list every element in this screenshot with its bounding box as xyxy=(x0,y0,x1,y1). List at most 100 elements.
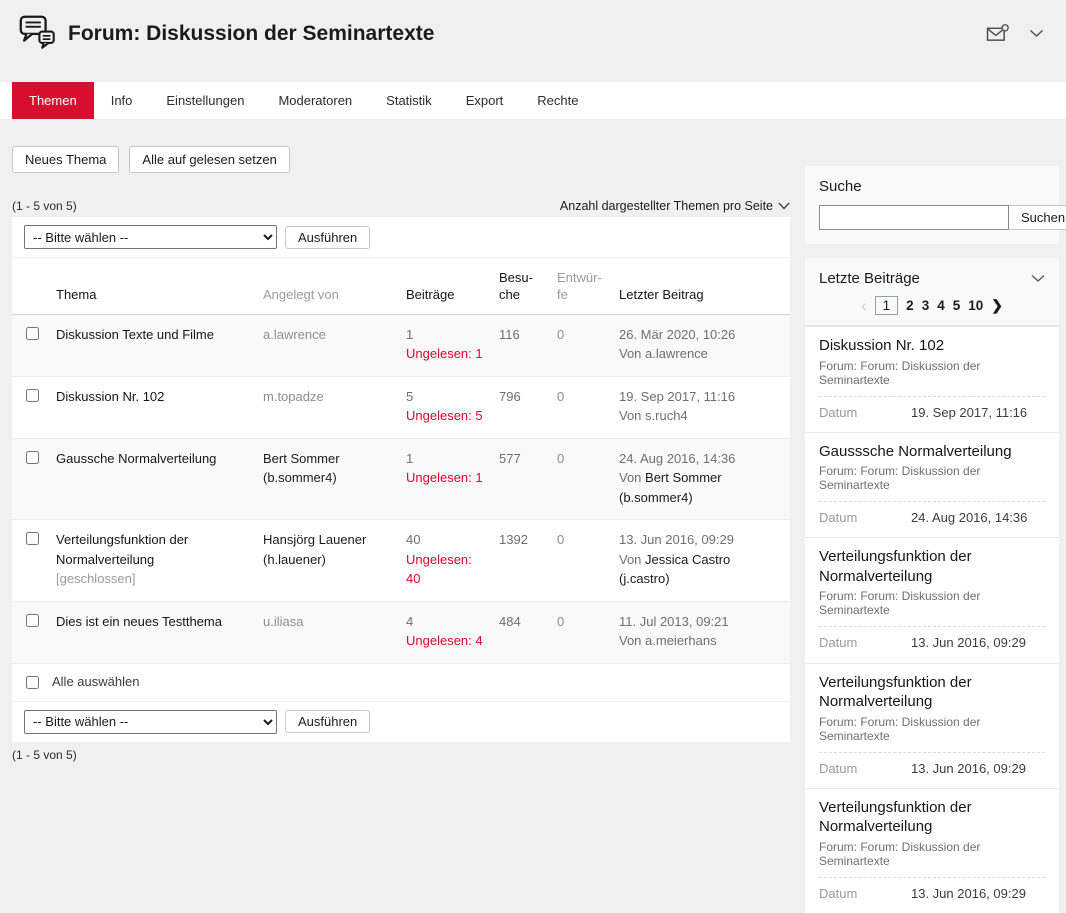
page-title: Forum: Diskussion der Seminartexte xyxy=(68,21,435,45)
latest-post-title-link[interactable]: Verteilungsfunktion der Normalverteilung xyxy=(819,798,972,836)
tab-info[interactable]: Info xyxy=(110,93,133,108)
latest-post-title-link[interactable]: Verteilungsfunktion der Normalverteilung xyxy=(819,548,972,585)
row-checkbox[interactable] xyxy=(26,326,39,340)
row-checkbox[interactable] xyxy=(26,388,39,402)
last-post-date: 19. Sep 2017, 11:16 xyxy=(619,388,736,404)
topic-link[interactable]: Diskussion Nr. 102 xyxy=(56,388,165,404)
tab-themen[interactable]: Themen xyxy=(12,82,94,119)
pagination-page-5[interactable]: 5 xyxy=(952,298,961,313)
pagination-next-icon[interactable]: ❯ xyxy=(991,297,1003,313)
pagination-page-2[interactable]: 2 xyxy=(906,298,914,313)
pagination-page-1[interactable]: 1 xyxy=(874,296,899,315)
topics-table-panel: -- Bitte wählen -- Ausführen Thema Angel… xyxy=(12,217,790,742)
table-row: Dies ist ein neues Testthema u.iliasa 4 … xyxy=(12,601,790,664)
drafts-count: 0 xyxy=(549,438,611,521)
topic-author: u.iliasa xyxy=(255,601,398,664)
latest-posts-pagination: ‹ 1 2 3 4 5 10 ❯ xyxy=(805,291,1059,326)
latest-post-forum: Forum: Forum: Diskussion der Seminartext… xyxy=(819,589,981,618)
author-profile-link[interactable]: Hansjörg Lauener (h.lauener) xyxy=(263,532,367,567)
list-meta-row: (1 - 5 von 5) Anzahl dargestellter Theme… xyxy=(12,199,790,213)
latest-post-forum: Forum: Forum: Diskussion der Seminartext… xyxy=(819,714,981,743)
search-input[interactable] xyxy=(819,205,1009,230)
column-letzter-beitrag[interactable]: Letzter Beitrag xyxy=(611,258,790,315)
topic-status-tag: [geschlossen] xyxy=(56,571,136,587)
latest-post-item: Diskussion Nr. 102 Forum: Forum: Diskuss… xyxy=(805,326,1059,432)
latest-post-date: 13. Jun 2016, 09:29 xyxy=(911,635,1026,651)
last-post-author-link[interactable]: Bert Sommer (b.sommer4) xyxy=(619,470,722,505)
table-row: Diskussion Texte und Filme a.lawrence 1 … xyxy=(12,314,790,377)
mark-all-read-button[interactable]: Alle auf gelesen setzen xyxy=(129,146,290,173)
search-button[interactable]: Suchen xyxy=(1009,205,1066,230)
author-profile-link[interactable]: Bert Sommer (b.sommer4) xyxy=(263,450,340,486)
latest-post-forum: Forum: Forum: Diskussion der Seminartext… xyxy=(819,839,981,868)
topic-link[interactable]: Diskussion Texte und Filme xyxy=(56,326,214,342)
latest-post-title-link[interactable]: Verteilungsfunktion der Normalverteilung xyxy=(819,673,972,711)
pagination-page-10[interactable]: 10 xyxy=(968,298,984,313)
right-sidebar: Suche Suchen Letzte Beiträge ‹ 1 2 3 4 5… xyxy=(805,166,1066,913)
topic-toolbar: Neues Thema Alle auf gelesen setzen xyxy=(12,146,790,173)
latest-post-title-link[interactable]: Gausssche Normalverteilung xyxy=(819,442,1012,460)
per-page-label: Anzahl dargestellter Themen pro Seite xyxy=(559,199,773,213)
date-label: Datum xyxy=(819,760,858,776)
row-checkbox[interactable] xyxy=(26,532,39,546)
new-topic-button[interactable]: Neues Thema xyxy=(12,146,120,173)
execute-button-top[interactable]: Ausführen xyxy=(285,225,371,249)
date-label: Datum xyxy=(819,510,858,526)
last-post-author-link[interactable]: Jessica Castro (j.castro) xyxy=(619,551,731,587)
drafts-count: 0 xyxy=(549,519,611,602)
latest-post-item: Verteilungsfunktion der Normalverteilung… xyxy=(805,662,1059,788)
tab-statistik[interactable]: Statistik xyxy=(386,93,432,108)
collapse-chevron-icon[interactable] xyxy=(1031,274,1045,283)
bulk-action-toolbar-top: -- Bitte wählen -- Ausführen xyxy=(12,217,790,258)
table-row: Gaussche Normalverteilung Bert Sommer (b… xyxy=(12,438,790,521)
column-beitraege[interactable]: Beiträge xyxy=(398,258,491,315)
header-dropdown-chevron-icon[interactable] xyxy=(1027,27,1046,40)
posts-count: 1 xyxy=(406,450,414,466)
unread-count-link[interactable]: Ungelesen: 1 xyxy=(406,346,483,362)
visits-count: 796 xyxy=(491,376,549,439)
unread-count-link[interactable]: Ungelesen: 40 xyxy=(406,551,472,587)
tab-export[interactable]: Export xyxy=(465,93,504,108)
pagination-page-4[interactable]: 4 xyxy=(937,298,945,313)
table-row: Verteilungsfunktion der Normalverteilung… xyxy=(12,519,790,602)
posts-count: 4 xyxy=(406,613,414,629)
execute-button-bottom[interactable]: Ausführen xyxy=(285,710,371,734)
per-page-dropdown[interactable]: Anzahl dargestellter Themen pro Seite xyxy=(560,199,790,213)
last-post-date: 24. Aug 2016, 14:36 xyxy=(619,450,736,466)
select-all-row: Alle auswählen xyxy=(12,664,790,701)
search-panel: Suche Suchen xyxy=(805,166,1066,244)
unread-count-link[interactable]: Ungelesen: 4 xyxy=(406,633,483,649)
topic-link[interactable]: Dies ist ein neues Testthema xyxy=(56,613,222,629)
unread-count-link[interactable]: Ungelesen: 1 xyxy=(406,470,483,486)
tab-einstellungen[interactable]: Einstellungen xyxy=(166,93,245,108)
latest-post-title-link[interactable]: Diskussion Nr. 102 xyxy=(819,337,945,354)
tab-rechte[interactable]: Rechte xyxy=(537,93,579,108)
column-besuche[interactable]: Besu- che xyxy=(491,258,549,315)
latest-post-date: 13. Jun 2016, 09:29 xyxy=(911,760,1026,776)
latest-posts-title: Letzte Beiträge xyxy=(819,270,920,287)
row-checkbox[interactable] xyxy=(26,613,39,627)
topic-link[interactable]: Verteilungsfunktion der Normalverteilung xyxy=(56,532,189,567)
bulk-action-select-top[interactable]: -- Bitte wählen -- xyxy=(24,225,277,249)
unread-count-link[interactable]: Ungelesen: 5 xyxy=(406,408,483,424)
pagination-page-3[interactable]: 3 xyxy=(921,298,930,313)
topics-table: Thema Angelegt von Beiträge Besu- che En… xyxy=(12,258,790,664)
last-post-author: s.ruch4 xyxy=(645,408,688,424)
mail-notification-icon[interactable] xyxy=(984,22,1011,45)
bulk-action-select-bottom[interactable]: -- Bitte wählen -- xyxy=(24,709,277,734)
last-post-author: a.lawrence xyxy=(645,346,708,362)
latest-post-forum: Forum: Forum: Diskussion der Seminartext… xyxy=(819,358,981,387)
header-actions xyxy=(984,22,1046,45)
table-row: Diskussion Nr. 102 m.topadze 5 Ungelesen… xyxy=(12,376,790,439)
column-thema[interactable]: Thema xyxy=(48,258,255,315)
tab-moderatoren[interactable]: Moderatoren xyxy=(278,93,353,108)
drafts-count: 0 xyxy=(549,376,611,439)
row-checkbox[interactable] xyxy=(26,450,39,464)
select-all-checkbox[interactable] xyxy=(26,675,39,689)
column-entwuerfe[interactable]: Entwür- fe xyxy=(549,258,611,315)
topic-author: m.topadze xyxy=(255,376,398,439)
tab-bar: Themen Info Einstellungen Moderatoren St… xyxy=(0,82,1066,119)
column-angelegt-von[interactable]: Angelegt von xyxy=(255,258,398,315)
topic-link[interactable]: Gaussche Normalverteilung xyxy=(56,450,217,466)
page-header: Forum: Diskussion der Seminartexte xyxy=(0,0,1066,66)
